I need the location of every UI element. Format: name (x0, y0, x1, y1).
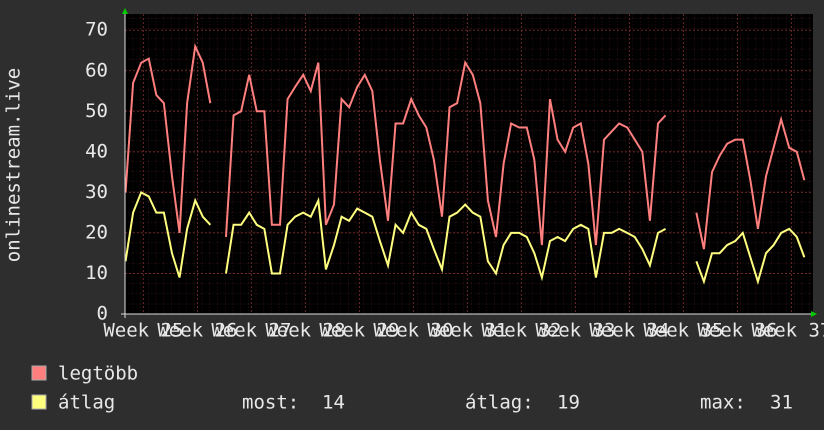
stat-label: most: (242, 392, 299, 414)
series-line (124, 190, 806, 286)
x-tick-label: Week 35 (643, 320, 723, 342)
legend-swatch (31, 394, 47, 410)
x-axis-arrow (811, 311, 817, 317)
x-tick-label: Week 30 (373, 320, 453, 342)
y-tick-label: 10 (85, 262, 108, 284)
y-tick-label: 20 (85, 221, 108, 243)
stat-value: 31 (770, 392, 793, 414)
x-tick-label: Week 32 (481, 320, 561, 342)
stat-value: 19 (557, 392, 580, 414)
x-tick-label: Week 27 (211, 320, 291, 342)
y-tick-label: 60 (85, 59, 108, 81)
x-tick-label: Week 31 (427, 320, 507, 342)
legend-label: legtöbb (58, 363, 138, 385)
y-tick-label: 40 (85, 140, 108, 162)
x-tick-label: Week 26 (157, 320, 237, 342)
y-tick-label: 50 (85, 100, 108, 122)
stat-label: max: (700, 392, 746, 414)
x-tick-label: Week 34 (589, 320, 669, 342)
legend-swatch (31, 365, 47, 381)
minor-grid (125, 14, 813, 314)
x-tick-label: Week 36 (697, 320, 777, 342)
legend-label: átlag (58, 392, 115, 414)
y-axis-label: onlinestream.live (3, 68, 25, 262)
x-tick-label: Week 28 (265, 320, 345, 342)
x-tick-label: Week 37 (751, 320, 824, 342)
series-line (124, 42, 806, 250)
stat-label: átlag: (465, 392, 534, 414)
y-tick-label: 30 (85, 181, 108, 203)
y-tick-label: 70 (85, 19, 108, 41)
x-tick-label: Week 25 (103, 320, 183, 342)
stat-value: 14 (322, 392, 345, 414)
x-tick-label: Week 29 (319, 320, 399, 342)
y-axis-arrow (122, 8, 128, 14)
x-tick-label: Week 33 (535, 320, 615, 342)
y-tick-label: 0 (97, 303, 108, 325)
